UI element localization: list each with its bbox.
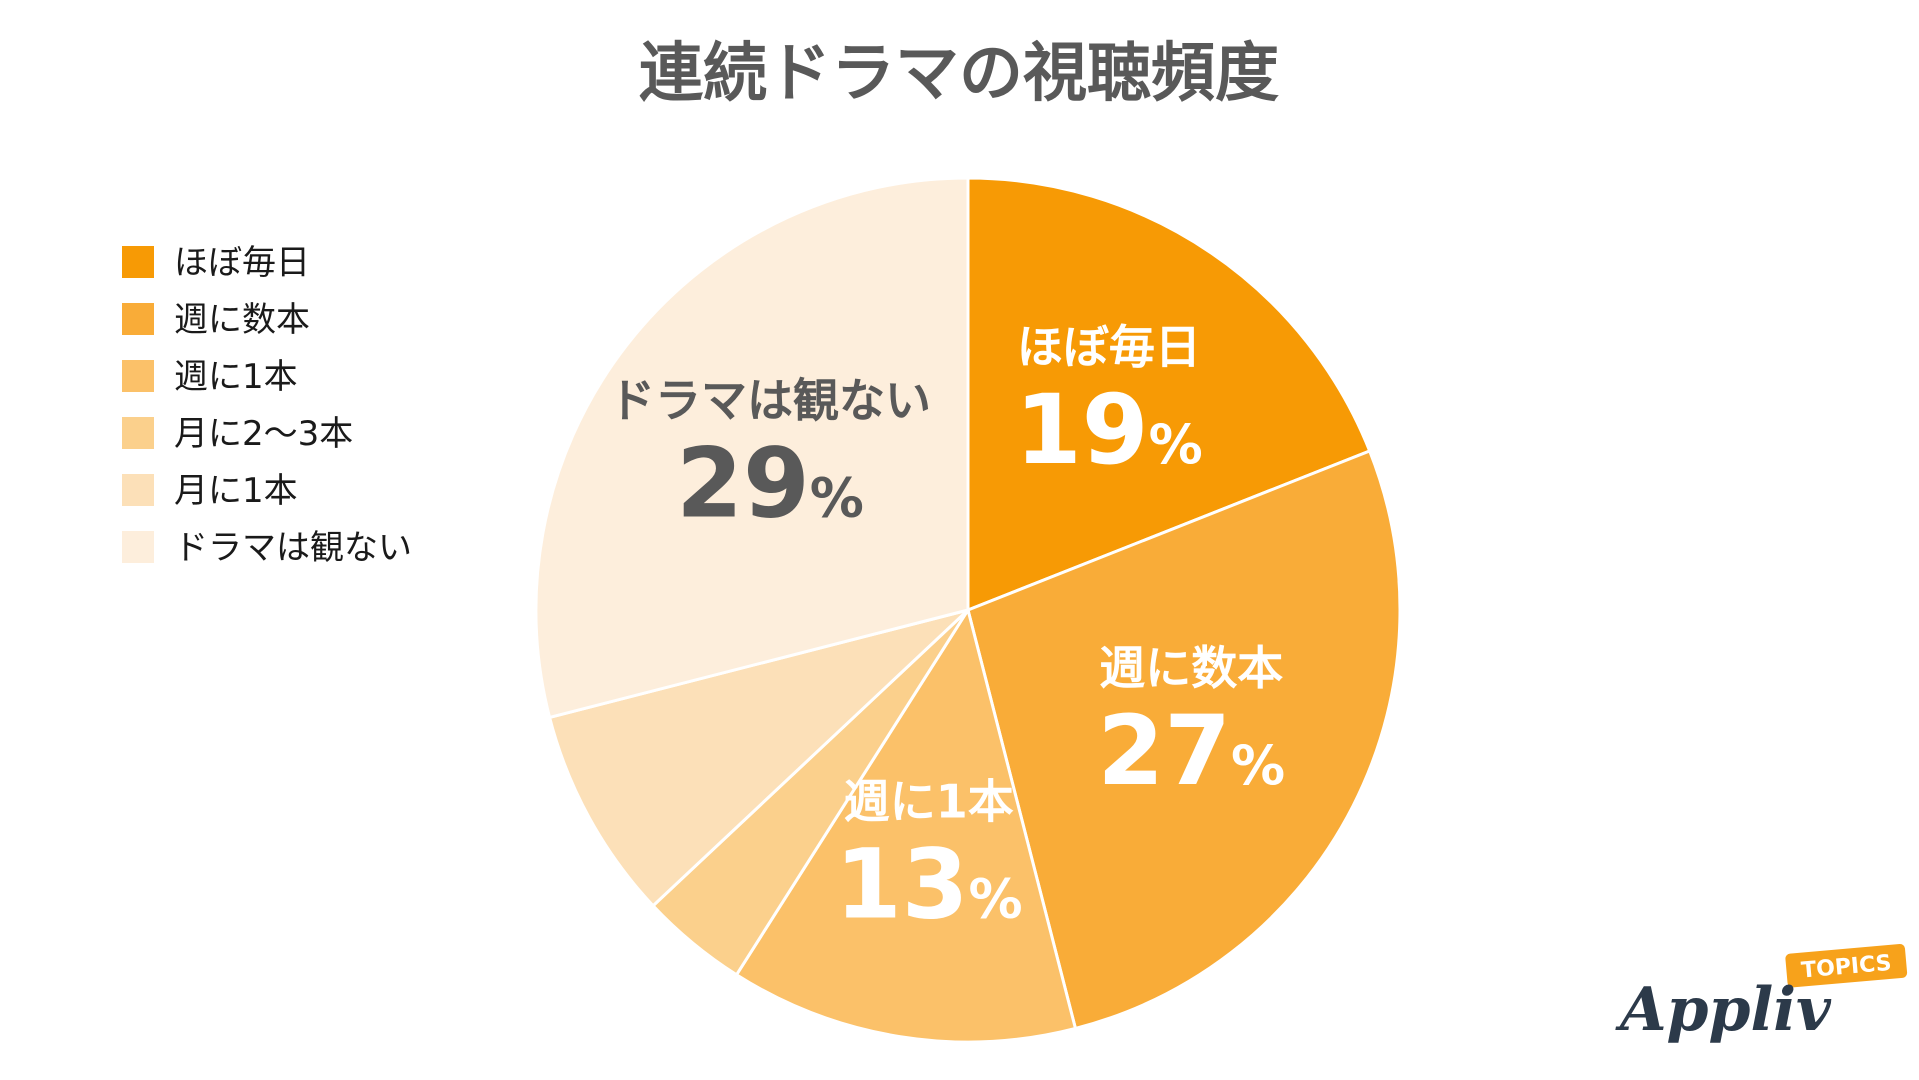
legend-swatch <box>122 360 154 392</box>
legend-item-3: 週に1本 <box>122 357 298 397</box>
topics-badge: TOPICS <box>1785 943 1908 988</box>
legend-label: 月に2〜3本 <box>174 414 353 454</box>
logo-text: Appliv <box>1615 975 1832 1045</box>
pie-slice-6 <box>534 176 970 720</box>
pie-slice-5 <box>547 608 970 908</box>
legend-item-1: ほぼ毎日 <box>122 243 310 283</box>
pie-slice-3 <box>734 606 1078 1044</box>
slice-label-name-2: 週に数本 <box>1099 641 1283 695</box>
legend-swatch <box>122 417 154 449</box>
legend-item-6: ドラマは観ない <box>122 528 412 568</box>
legend-label: 週に数本 <box>174 300 310 340</box>
legend-item-5: 月に1本 <box>122 471 298 511</box>
slice-label-name-3: 週に1本 <box>844 774 1014 828</box>
legend-item-4: 月に2〜3本 <box>122 414 353 454</box>
legend-item-2: 週に数本 <box>122 300 310 340</box>
slice-label-name-6: ドラマは観ない <box>609 373 931 427</box>
legend-swatch <box>122 531 154 563</box>
legend-label: 週に1本 <box>174 357 298 397</box>
slice-label-percent-6: 29% <box>676 427 864 539</box>
legend-label: ほぼ毎日 <box>174 243 310 283</box>
legend-swatch <box>122 246 154 278</box>
pie-slice-2 <box>966 449 1402 1031</box>
pie-slice-1 <box>966 176 1372 613</box>
slice-label-percent-1: 19% <box>1015 374 1203 486</box>
topics-badge-shape <box>1785 943 1908 988</box>
slice-label-percent-2: 27% <box>1097 695 1285 807</box>
appliv-topics-logo: TOPICS Appliv <box>1615 943 1908 1045</box>
legend-swatch <box>122 303 154 335</box>
legend-label: ドラマは観ない <box>174 528 412 568</box>
slice-label-percent-3: 13% <box>835 828 1023 940</box>
pie-chart <box>534 176 1402 1044</box>
slice-label-name-1: ほぼ毎日 <box>1017 320 1201 374</box>
chart-title: 連続ドラマの視聴頻度 <box>639 37 1279 111</box>
legend-label: 月に1本 <box>174 471 298 511</box>
legend-swatch <box>122 474 154 506</box>
